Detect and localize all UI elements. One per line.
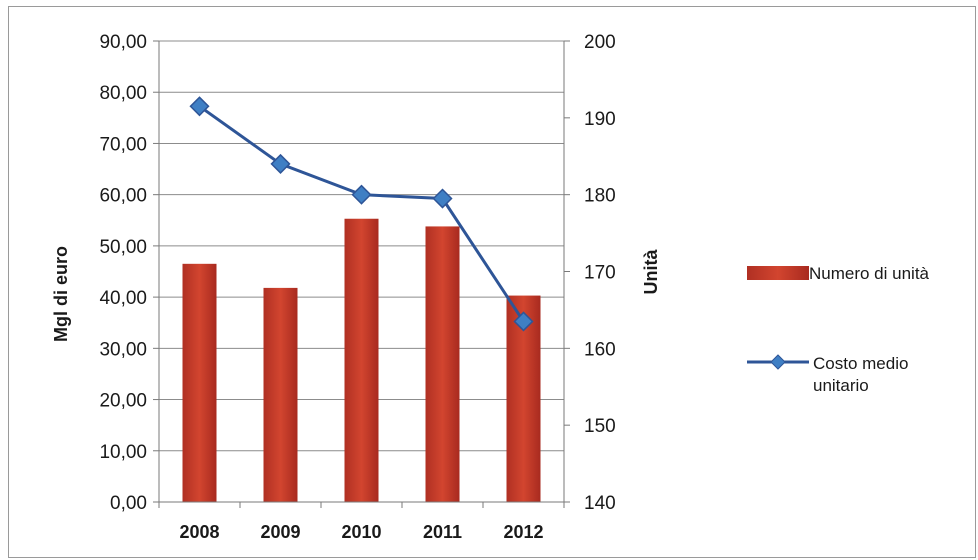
- y-tick-label: 30,00: [99, 339, 147, 360]
- legend-line-label-part1: Costo medio: [813, 354, 908, 373]
- x-tick-label: 2009: [260, 522, 300, 542]
- bar: [344, 218, 379, 503]
- y-tick-label: 10,00: [99, 442, 147, 463]
- line-point: [513, 311, 534, 332]
- y-tick-label: 70,00: [99, 134, 147, 155]
- y2-tick-label: 160: [584, 339, 616, 360]
- bar: [263, 287, 298, 502]
- y2-tick-label: 140: [584, 493, 616, 514]
- legend-line-label: Costo medio unitario: [813, 354, 913, 395]
- y-tick-label: 20,00: [99, 391, 147, 412]
- legend-bar-swatch: [747, 266, 809, 280]
- legend-line-marker: [770, 354, 786, 370]
- y2-tick-label: 150: [584, 416, 616, 437]
- axes: [153, 40, 570, 508]
- y2-tick-label: 180: [584, 186, 616, 207]
- tick-labels: 0,00 10,00 20,00 30,00 40,00 50,00 60,00 70,00 8…: [99, 32, 615, 542]
- x-tick-label: 2008: [179, 522, 219, 542]
- y-tick-label: 0,00: [110, 493, 147, 514]
- legend-bar-label: Numero di unità: [809, 264, 930, 283]
- line-point: [351, 184, 372, 205]
- x-tick-label: 2012: [503, 522, 543, 542]
- line-point: [270, 153, 291, 174]
- legend: Numero di unità Costo medio unitario: [747, 264, 930, 395]
- combo-chart: 0,00 10,00 20,00 30,00 40,00 50,00 60,00 70,00 8…: [51, 32, 930, 542]
- y-tick-label: 50,00: [99, 237, 147, 258]
- y2-axis-title: Unità: [641, 249, 661, 295]
- line-series: [189, 96, 534, 332]
- bar: [182, 263, 217, 502]
- line-point: [189, 96, 210, 117]
- x-tick-label: 2011: [423, 522, 462, 542]
- chart-frame: 0,00 10,00 20,00 30,00 40,00 50,00 60,00 70,00 8…: [8, 6, 976, 558]
- bar: [425, 226, 460, 502]
- y-tick-label: 80,00: [99, 83, 147, 104]
- y2-tick-label: 200: [584, 32, 616, 53]
- bar-series: [182, 218, 541, 503]
- y2-tick-label: 170: [584, 263, 616, 284]
- x-tick-label: 2010: [341, 522, 381, 542]
- y-tick-label: 90,00: [99, 32, 147, 53]
- y-tick-label: 40,00: [99, 288, 147, 309]
- y-tick-label: 60,00: [99, 186, 147, 207]
- y2-tick-label: 190: [584, 109, 616, 130]
- legend-line-label-part2: unitario: [813, 376, 869, 395]
- line-point: [432, 188, 453, 209]
- y-axis-title: Mgl di euro: [51, 246, 71, 342]
